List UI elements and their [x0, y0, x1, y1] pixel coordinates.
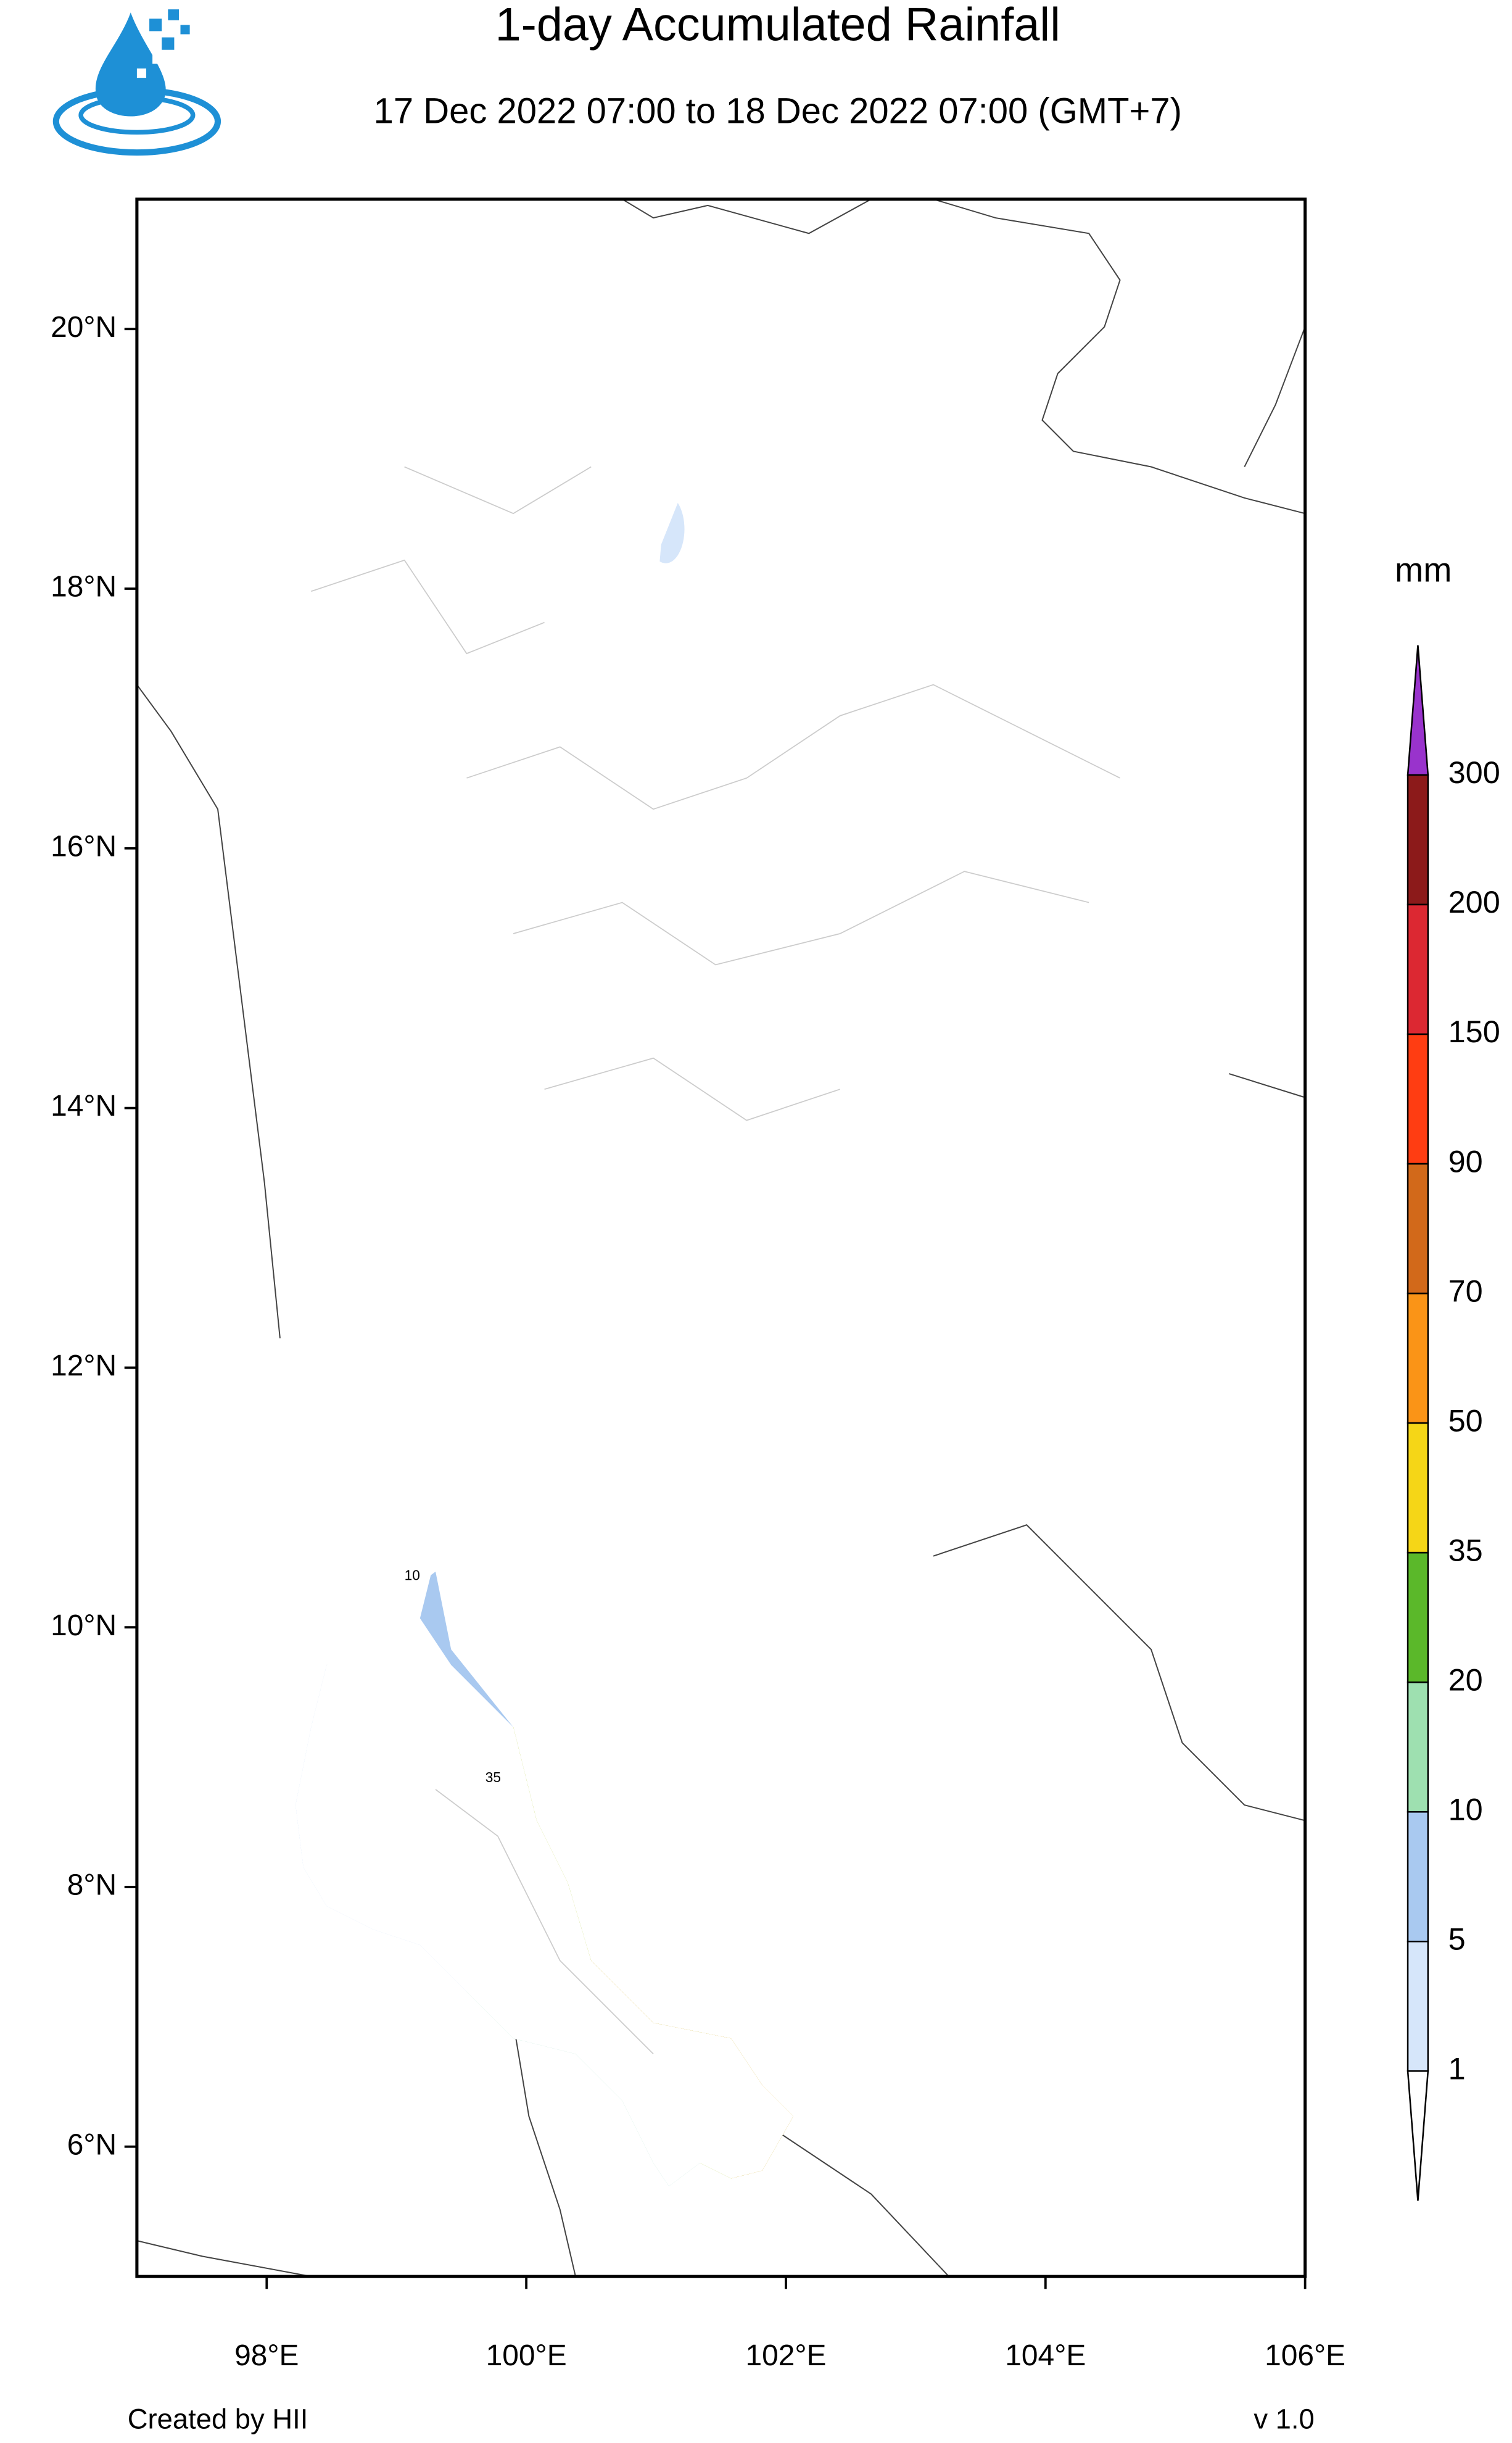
colorbar-segment	[1407, 1940, 1429, 2072]
colorbar-label: 1	[1448, 2051, 1466, 2086]
colorbar-unit: mm	[1395, 551, 1452, 589]
y-tick-label: 6°N	[67, 2128, 117, 2161]
colorbar-segment	[1407, 774, 1429, 906]
colorbar-segment	[1407, 645, 1429, 776]
x-tick-label: 98°E	[234, 2339, 299, 2372]
version: v 1.0	[1254, 2404, 1314, 2435]
y-tick-label: 14°N	[51, 1090, 117, 1122]
colorbar-segment	[1407, 2070, 1429, 2201]
colorbar-label: 50	[1448, 1403, 1483, 1438]
credit: Created by HII	[128, 2404, 308, 2435]
colorbar-segment	[1407, 903, 1429, 1035]
logo	[52, 9, 221, 156]
colorbar-label: 5	[1448, 1922, 1466, 1957]
colorbar-label: 20	[1448, 1662, 1483, 1697]
colorbar-segment	[1407, 1551, 1429, 1683]
x-tick-label: 104°E	[1005, 2339, 1086, 2372]
colorbar-segment	[1407, 1033, 1429, 1165]
x-tick-label: 100°E	[486, 2339, 567, 2372]
colorbar-segment	[1407, 1422, 1429, 1554]
y-tick-label: 8°N	[67, 1869, 117, 1902]
y-tick-label: 20°N	[51, 311, 117, 344]
x-tick-label: 106°E	[1265, 2339, 1345, 2372]
map-area	[135, 197, 1307, 2278]
y-tick-label: 10°N	[51, 1609, 117, 1642]
subtitle: 17 Dec 2022 07:00 to 18 Dec 2022 07:00 (…	[374, 91, 1182, 131]
colorbar-segment	[1407, 1292, 1429, 1424]
colorbar-label: 10	[1448, 1792, 1483, 1827]
contour-label: 10	[405, 1567, 420, 1583]
map-frame	[135, 197, 1307, 2278]
colorbar-label: 90	[1448, 1143, 1483, 1179]
colorbar-label: 35	[1448, 1532, 1483, 1567]
colorbar-label: 70	[1448, 1273, 1483, 1308]
colorbar-label: 200	[1448, 884, 1500, 919]
y-tick-label: 12°N	[51, 1350, 117, 1382]
colorbar-segment	[1407, 1681, 1429, 1813]
colorbar-label: 300	[1448, 755, 1500, 790]
title: 1-day Accumulated Rainfall	[495, 0, 1060, 51]
y-tick-label: 18°N	[51, 571, 117, 603]
x-tick-label: 102°E	[745, 2339, 826, 2372]
colorbar-segment	[1407, 1810, 1429, 1943]
colorbar-segment	[1407, 1163, 1429, 1295]
colorbar-label: 150	[1448, 1014, 1500, 1049]
y-tick-label: 16°N	[51, 830, 117, 863]
contour-label: 35	[485, 1769, 501, 1785]
